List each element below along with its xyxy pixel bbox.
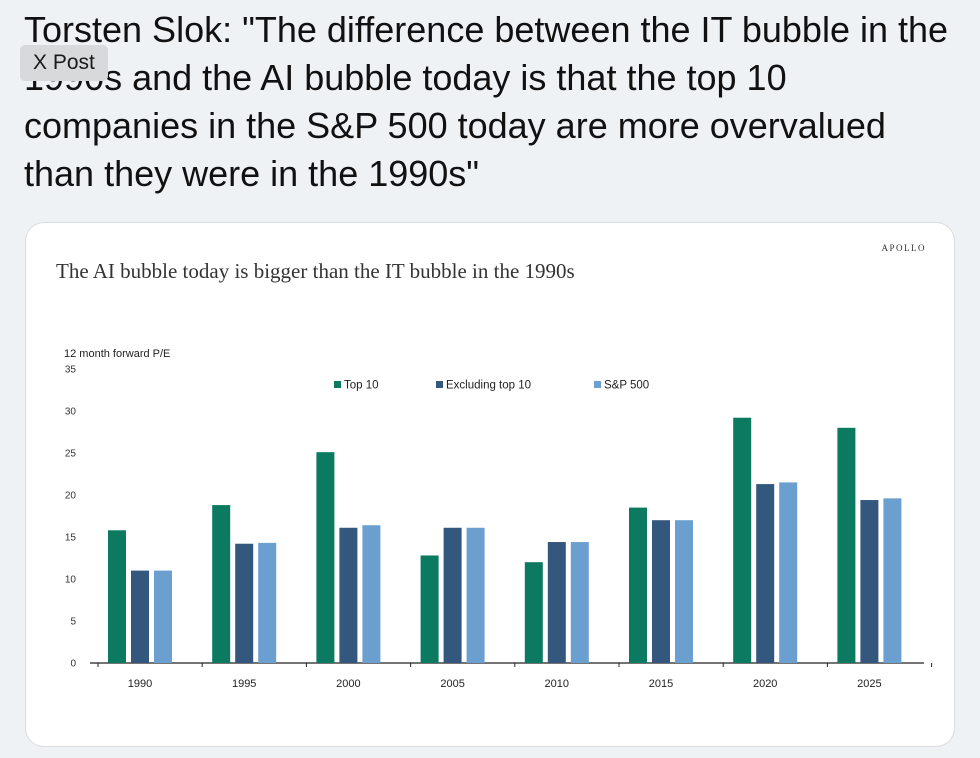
legend-label: Top 10 xyxy=(344,380,379,392)
bar xyxy=(339,527,358,663)
bar xyxy=(131,570,149,663)
x-tick-label: 2020 xyxy=(753,678,777,690)
legend-swatch xyxy=(436,381,443,388)
bar xyxy=(154,570,172,663)
bar xyxy=(883,498,902,663)
y-tick-label: 20 xyxy=(65,491,77,502)
y-tick-label: 35 xyxy=(65,365,77,376)
y-axis-label: 12 month forward P/E xyxy=(64,348,171,360)
bar xyxy=(675,520,693,663)
bar xyxy=(779,482,798,663)
bar xyxy=(860,500,879,663)
x-tick-label: 2005 xyxy=(440,678,464,690)
chart-title: The AI bubble today is bigger than the I… xyxy=(56,259,575,283)
y-tick-label: 0 xyxy=(70,659,76,670)
chart-card: APOLLO The AI bubble today is bigger tha… xyxy=(26,223,954,746)
apollo-logo: APOLLO xyxy=(881,243,926,253)
legend-swatch xyxy=(594,381,601,388)
y-tick-label: 5 xyxy=(70,617,76,628)
bar xyxy=(756,484,775,663)
bar xyxy=(629,507,647,663)
bar xyxy=(212,505,231,663)
bar xyxy=(570,542,589,663)
x-tick-label: 2015 xyxy=(649,678,673,690)
bar xyxy=(108,530,126,663)
post-text: Torsten Slok: "The difference between th… xyxy=(24,9,949,194)
bar xyxy=(524,562,543,663)
x-tick-label: 2010 xyxy=(545,678,569,690)
bar xyxy=(652,520,670,663)
bar xyxy=(420,555,439,663)
x-post-badge[interactable]: X Post xyxy=(20,45,108,81)
legend-swatch xyxy=(334,381,341,388)
y-tick-label: 10 xyxy=(65,575,77,586)
bar xyxy=(258,542,277,663)
x-tick-label: 2000 xyxy=(336,678,360,690)
y-tick-label: 25 xyxy=(65,449,77,460)
bar xyxy=(547,542,566,663)
bar xyxy=(235,543,254,663)
bar xyxy=(837,427,856,663)
legend-label: Excluding top 10 xyxy=(446,380,531,392)
x-tick-label: 1995 xyxy=(232,678,256,690)
bar xyxy=(466,527,485,663)
x-tick-label: 2025 xyxy=(857,678,881,690)
bar xyxy=(316,452,335,663)
bar xyxy=(443,527,462,663)
y-tick-label: 30 xyxy=(65,407,77,418)
x-tick-label: 1990 xyxy=(128,678,152,690)
bar xyxy=(733,417,752,663)
y-tick-label: 15 xyxy=(65,533,77,544)
legend-label: S&P 500 xyxy=(604,380,649,392)
bar xyxy=(362,525,381,663)
